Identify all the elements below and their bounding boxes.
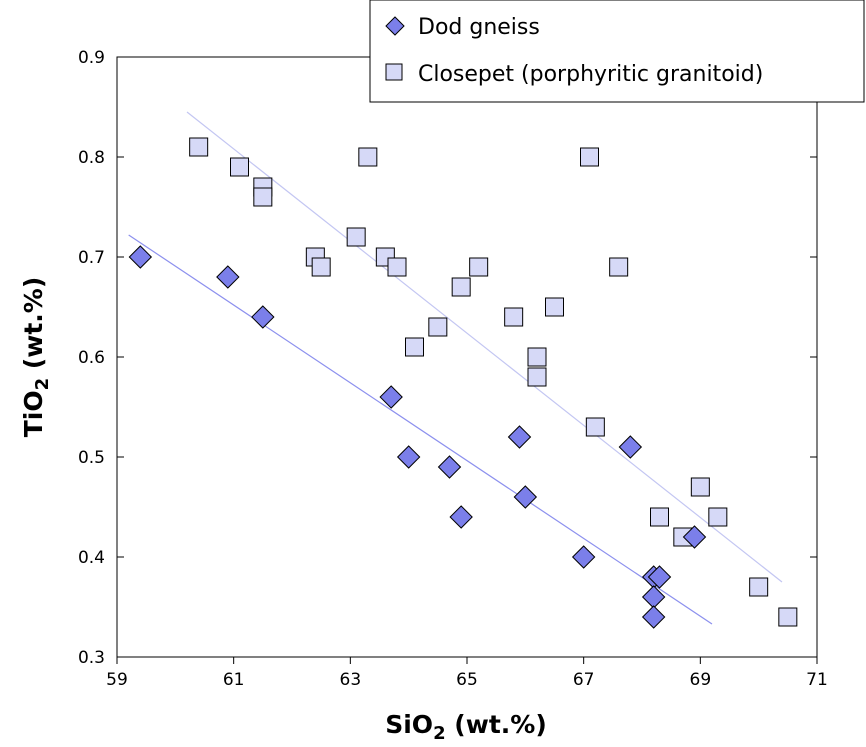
y-axis-title: TiO2 (wt.%) (19, 277, 53, 438)
square-marker-closepet (311, 257, 331, 277)
diamond-marker-dod-gneiss (682, 525, 707, 549)
legend-label-closepet: Closepet (porphyritic granitoid) (418, 62, 763, 87)
square-marker-closepet (387, 257, 407, 277)
diamond-marker-dod-gneiss (571, 545, 596, 569)
square-marker-closepet (405, 337, 424, 357)
square-marker-closepet (504, 307, 524, 327)
x-axis-title-main: SiO (385, 710, 433, 739)
square-marker-closepet (749, 577, 769, 597)
y-tick-label: 0.7 (78, 248, 105, 268)
square-marker-closepet (527, 367, 547, 387)
square-marker-closepet (451, 277, 471, 297)
y-tick-label: 0.3 (78, 648, 105, 668)
plot-area (116, 56, 818, 658)
axis-ticks (116, 56, 818, 664)
y-tick-label: 0.4 (78, 548, 105, 568)
x-tick-label: 67 (573, 670, 595, 690)
x-tick-label: 63 (340, 670, 362, 690)
y-tick-label: 0.6 (78, 348, 105, 368)
legend-box (369, 0, 865, 103)
square-marker-closepet (708, 507, 728, 527)
x-tick-label: 59 (106, 670, 128, 690)
trend-line-series-0 (128, 234, 713, 625)
square-marker-closepet (469, 257, 489, 277)
data-markers (128, 137, 798, 629)
diamond-marker-dod-gneiss (618, 435, 643, 459)
trend-lines (128, 111, 783, 625)
y-tick-label: 0.5 (78, 448, 105, 468)
square-marker-closepet (690, 477, 710, 497)
diamond-marker-dod-gneiss (251, 305, 275, 329)
legend: Dod gneiss Closepet (porphyritic granito… (369, 0, 865, 103)
legend-square-marker (385, 63, 403, 81)
x-axis-title-unit: (wt.%) (446, 710, 547, 739)
square-marker-closepet (428, 317, 448, 337)
x-axis-title: SiO2 (wt.%) (385, 710, 547, 744)
square-marker-closepet (346, 227, 366, 247)
legend-diamond-marker (385, 16, 405, 36)
square-marker-closepet (230, 157, 249, 177)
x-tick-label: 69 (690, 670, 712, 690)
square-marker-closepet (189, 137, 209, 157)
square-marker-closepet (580, 147, 599, 167)
x-tick-label: 61 (223, 670, 245, 690)
diamond-marker-dod-gneiss (641, 585, 666, 609)
x-tick-label: 65 (456, 670, 478, 690)
diamond-marker-dod-gneiss (647, 565, 672, 589)
y-tick-label: 0.8 (78, 148, 105, 168)
y-axis-title-unit: (wt.%) (19, 277, 48, 378)
legend-item-closepet: Closepet (porphyritic granitoid) (385, 62, 763, 87)
square-marker-closepet (585, 417, 605, 437)
diamond-marker-dod-gneiss (437, 455, 462, 479)
diamond-marker-dod-gneiss (128, 245, 153, 269)
square-marker-closepet (609, 257, 629, 277)
square-marker-closepet (358, 147, 378, 167)
y-axis-title-subscript: 2 (32, 378, 53, 391)
diamond-marker-dod-gneiss (513, 485, 538, 509)
diamond-marker-dod-gneiss (379, 385, 403, 409)
square-marker-closepet (527, 347, 547, 367)
tick-labels: 59 61 63 65 67 69 71 0.3 0.4 0.5 0.6 0.7 0.8 0.9 (78, 48, 828, 690)
y-axis-title-main: TiO (19, 390, 48, 437)
legend-item-dod-gneiss: Dod gneiss (385, 15, 540, 40)
square-marker-closepet (650, 507, 669, 527)
legend-label-dod-gneiss: Dod gneiss (418, 15, 540, 40)
square-marker-closepet (545, 297, 564, 317)
x-tick-label: 71 (806, 670, 828, 690)
y-tick-label: 0.9 (78, 48, 105, 68)
x-axis-title-subscript: 2 (433, 723, 446, 744)
diamond-marker-dod-gneiss (641, 605, 666, 629)
diamond-marker-dod-gneiss (216, 265, 240, 289)
diamond-marker-dod-gneiss (396, 445, 421, 469)
diamond-marker-dod-gneiss (507, 425, 532, 449)
square-marker-closepet (253, 187, 273, 207)
diamond-marker-dod-gneiss (449, 505, 473, 529)
square-marker-closepet (778, 607, 798, 627)
trend-line-series-1 (186, 111, 783, 583)
